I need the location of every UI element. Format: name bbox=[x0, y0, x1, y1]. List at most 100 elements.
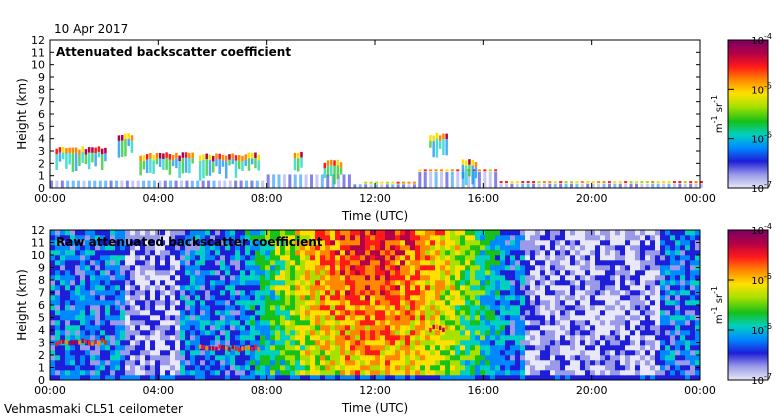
noise-cell bbox=[210, 230, 216, 236]
noise-cell bbox=[390, 245, 396, 251]
noise-cell bbox=[515, 365, 521, 371]
noise-cell bbox=[630, 270, 636, 276]
noise-cell bbox=[420, 265, 426, 271]
noise-cell bbox=[205, 355, 211, 361]
noise-cell bbox=[380, 260, 386, 266]
noise-cell bbox=[240, 245, 246, 251]
colorbar-tick-label: 10-4 bbox=[751, 32, 772, 47]
noise-cell bbox=[465, 245, 471, 251]
noise-cell bbox=[100, 240, 106, 246]
noise-cell bbox=[210, 355, 216, 361]
noise-cell bbox=[630, 265, 636, 271]
noise-cell bbox=[485, 365, 491, 371]
noise-cell bbox=[60, 260, 66, 266]
noise-cell bbox=[550, 350, 556, 356]
noise-cell bbox=[355, 290, 361, 296]
noise-cell bbox=[610, 300, 616, 306]
boundary-layer-cell bbox=[689, 183, 693, 188]
noise-cell bbox=[190, 340, 196, 346]
noise-cell bbox=[175, 230, 181, 236]
noise-cell bbox=[410, 350, 416, 356]
noise-cell bbox=[315, 255, 321, 261]
noise-cell bbox=[345, 300, 351, 306]
noise-cell bbox=[80, 320, 86, 326]
noise-cell bbox=[525, 285, 531, 291]
noise-cell bbox=[270, 330, 276, 336]
noise-cell bbox=[145, 270, 151, 276]
boundary-layer-cell bbox=[293, 174, 297, 188]
noise-cell bbox=[100, 355, 106, 361]
noise-cell bbox=[475, 350, 481, 356]
noise-cell bbox=[575, 270, 581, 276]
boundary-layer-cell bbox=[526, 183, 530, 188]
noise-cell bbox=[560, 350, 566, 356]
noise-cell bbox=[315, 345, 321, 351]
boundary-layer-cell bbox=[591, 183, 595, 188]
noise-cell bbox=[400, 370, 406, 376]
noise-cell bbox=[435, 290, 441, 296]
noise-cell bbox=[55, 285, 61, 291]
noise-cell bbox=[435, 230, 441, 236]
noise-cell bbox=[660, 270, 666, 276]
boundary-layer-cell bbox=[77, 180, 81, 188]
noise-cell bbox=[170, 375, 176, 381]
noise-cell bbox=[290, 300, 296, 306]
noise-cell bbox=[555, 230, 561, 236]
noise-cell bbox=[320, 355, 326, 361]
noise-cell bbox=[675, 295, 681, 301]
noise-cell bbox=[210, 375, 216, 381]
noise-cell bbox=[240, 230, 246, 236]
noise-cell bbox=[325, 355, 331, 361]
boundary-layer-cell bbox=[467, 171, 471, 188]
noise-cell bbox=[120, 300, 126, 306]
noise-cell bbox=[370, 230, 376, 236]
noise-cell bbox=[625, 275, 631, 281]
precipitation-cell bbox=[155, 158, 159, 165]
noise-cell bbox=[670, 370, 676, 376]
noise-cell bbox=[565, 330, 571, 336]
noise-cell bbox=[250, 285, 256, 291]
y-tick-label: 3 bbox=[38, 337, 45, 350]
noise-cell bbox=[270, 340, 276, 346]
cloud-cell bbox=[247, 345, 251, 350]
noise-cell bbox=[560, 375, 566, 381]
noise-cell bbox=[275, 325, 281, 331]
noise-cell bbox=[140, 230, 146, 236]
noise-cell bbox=[315, 285, 321, 291]
noise-cell bbox=[430, 265, 436, 271]
noise-cell bbox=[50, 235, 56, 241]
noise-cell bbox=[255, 245, 261, 251]
noise-cell bbox=[100, 340, 106, 346]
noise-cell bbox=[120, 350, 126, 356]
noise-cell bbox=[515, 265, 521, 271]
noise-cell bbox=[100, 300, 106, 306]
noise-cell bbox=[600, 255, 606, 261]
noise-cell bbox=[160, 270, 166, 276]
noise-cell bbox=[220, 350, 226, 356]
noise-cell bbox=[410, 230, 416, 236]
noise-cell bbox=[685, 265, 691, 271]
noise-cell bbox=[140, 275, 146, 281]
noise-cell bbox=[585, 255, 591, 261]
noise-cell bbox=[315, 360, 321, 366]
noise-cell bbox=[275, 290, 281, 296]
noise-cell bbox=[235, 265, 241, 271]
cloud-cell bbox=[224, 345, 228, 351]
noise-cell bbox=[340, 260, 346, 266]
noise-cell bbox=[685, 240, 691, 246]
noise-cell bbox=[265, 285, 271, 291]
noise-cell bbox=[265, 255, 271, 261]
noise-cell bbox=[140, 355, 146, 361]
noise-cell bbox=[565, 280, 571, 286]
noise-cell bbox=[560, 240, 566, 246]
noise-cell bbox=[415, 330, 421, 336]
noise-cell bbox=[430, 275, 436, 281]
noise-cell bbox=[310, 290, 316, 296]
noise-cell bbox=[565, 260, 571, 266]
noise-cell bbox=[250, 330, 256, 336]
noise-cell bbox=[220, 315, 226, 321]
precipitation-cell bbox=[158, 158, 162, 167]
precipitation-cell bbox=[100, 154, 104, 170]
noise-cell bbox=[135, 235, 141, 241]
noise-cell bbox=[255, 370, 261, 376]
